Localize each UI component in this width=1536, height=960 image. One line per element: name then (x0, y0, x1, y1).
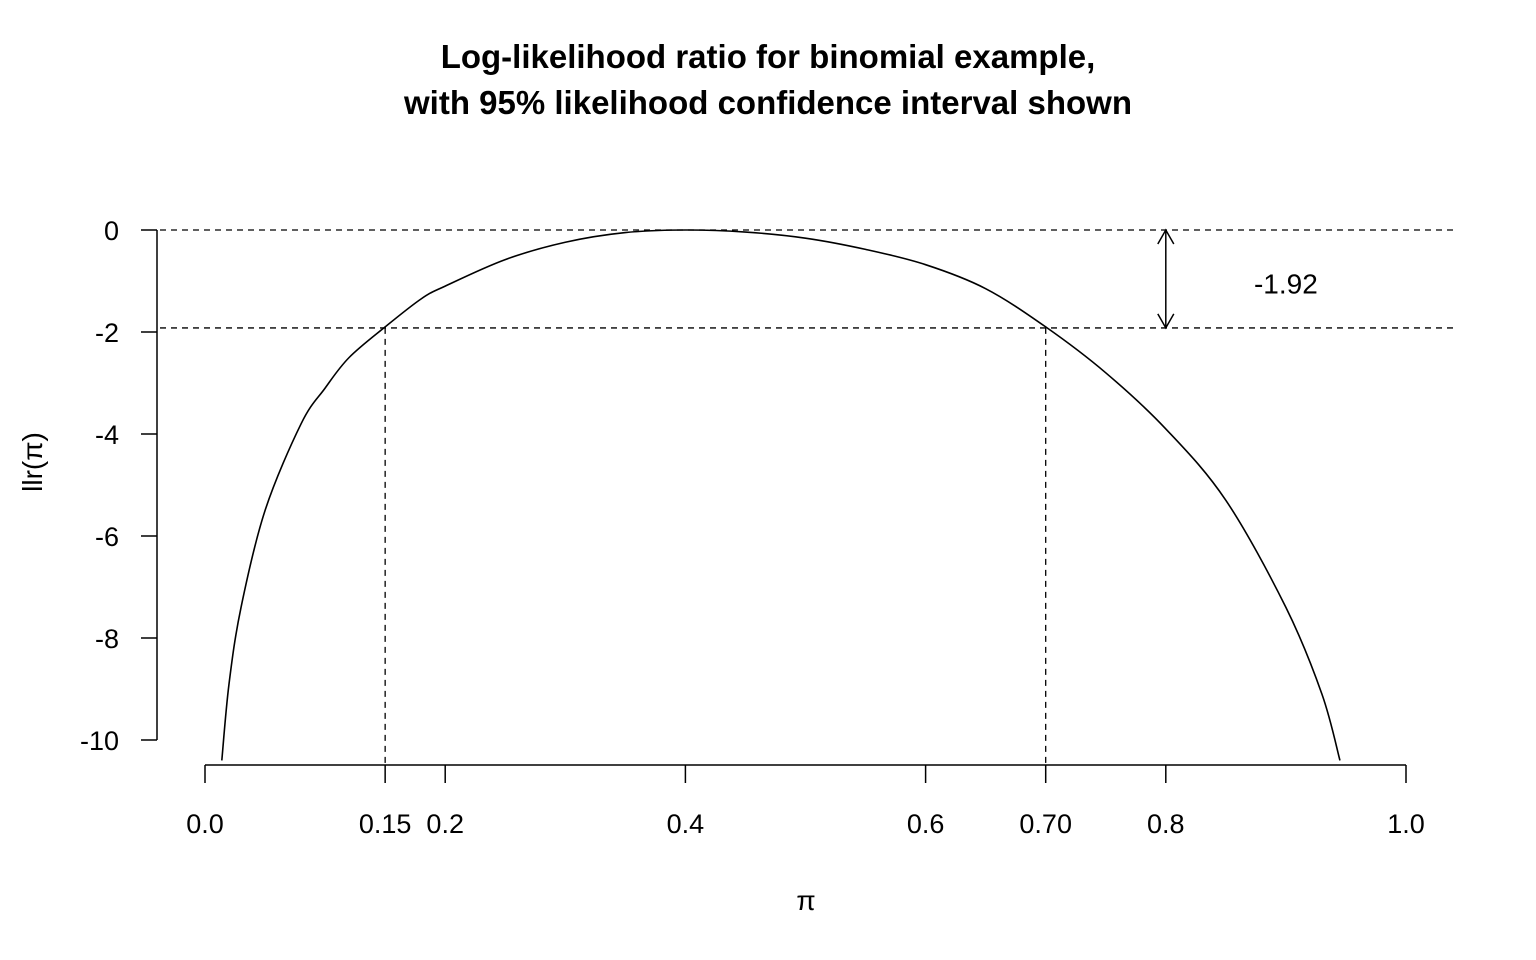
chart-title-line-1: Log-likelihood ratio for binomial exampl… (440, 38, 1096, 75)
reference-lines (160, 229, 1458, 765)
series-line-llr (221, 229, 1341, 761)
y-tick-label-3: -6 (95, 522, 119, 552)
y-axis-label: llr(π) (17, 432, 48, 492)
y-tick-label-1: -2 (95, 318, 119, 348)
x-axis: 0.0 0.15 0.2 0.4 0.6 0.70 0.8 1.0 (186, 764, 1425, 839)
x-tick-label-1: 0.15 (359, 809, 412, 839)
annotation-arrow-head-bottom (1157, 313, 1175, 330)
x-tick-label-5: 0.70 (1019, 809, 1072, 839)
y-tick-label-0: 0 (104, 216, 119, 246)
annotation-label: -1.92 (1254, 269, 1318, 300)
x-tick-label-4: 0.6 (907, 809, 945, 839)
y-tick-label-2: -4 (95, 420, 119, 450)
x-tick-label-2: 0.2 (426, 809, 464, 839)
annotation: -1.92 (1157, 228, 1318, 330)
x-tick-label-7: 1.0 (1387, 809, 1425, 839)
y-axis: 0 -2 -4 -6 -8 -10 (80, 216, 158, 756)
x-tick-label-6: 0.8 (1147, 809, 1185, 839)
x-tick-label-0: 0.0 (186, 809, 224, 839)
x-axis-label: π (796, 885, 815, 916)
x-tick-label-3: 0.4 (667, 809, 705, 839)
y-tick-label-4: -8 (95, 624, 119, 654)
chart-title-line-2: with 95% likelihood confidence interval … (404, 84, 1132, 121)
annotation-arrow-head-top (1157, 228, 1175, 245)
y-tick-label-5: -10 (80, 726, 119, 756)
